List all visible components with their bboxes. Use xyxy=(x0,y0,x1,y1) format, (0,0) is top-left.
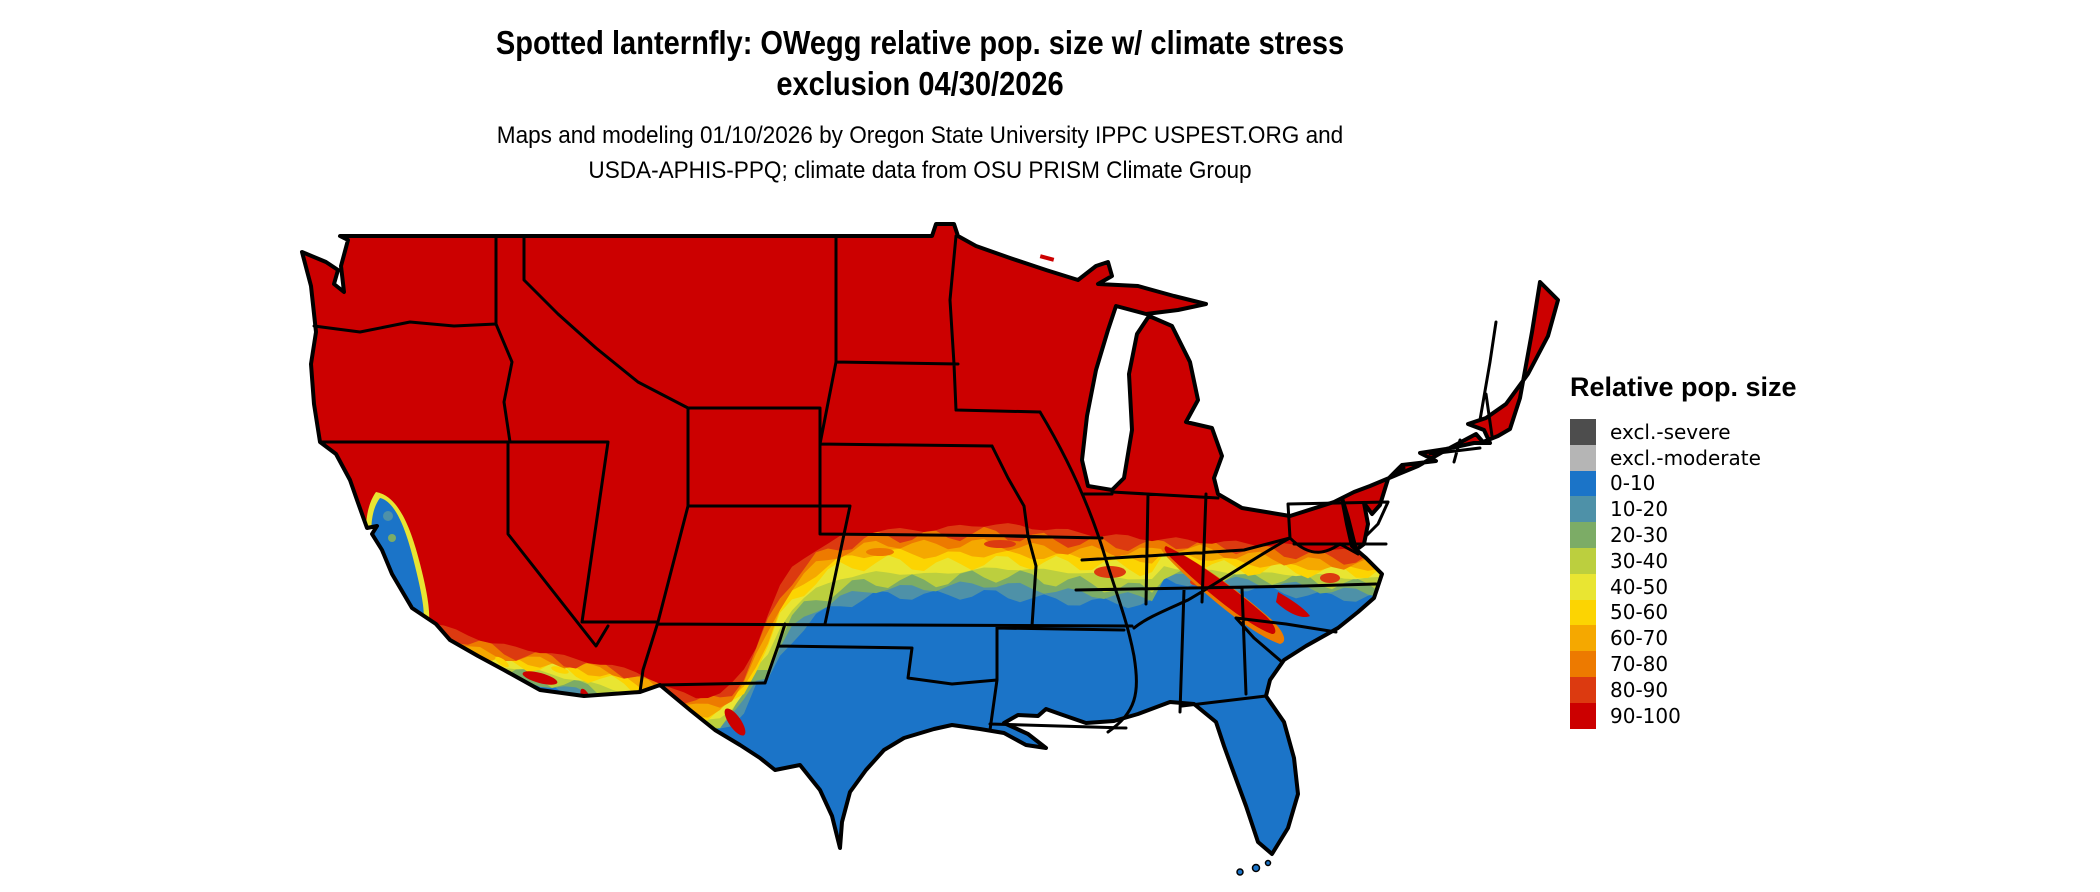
legend-label: 10-20 xyxy=(1610,497,1669,522)
legend-item: 50-60 xyxy=(1570,599,1870,626)
legend-title: Relative pop. size xyxy=(1570,372,1797,402)
sw-yellow-speck xyxy=(551,666,569,674)
florida-keys-dot xyxy=(1264,859,1272,867)
figure-subtitle: Maps and modeling 01/10/2026 by Oregon S… xyxy=(250,118,1590,188)
title-line-2: exclusion 04/30/2026 xyxy=(776,65,1064,102)
isle-royale-speck xyxy=(1039,254,1055,262)
legend-item: 40-50 xyxy=(1570,573,1870,600)
legend-label: 50-60 xyxy=(1610,600,1669,625)
florida-keys-dot xyxy=(1251,863,1261,873)
legend-label: 80-90 xyxy=(1610,677,1669,702)
legend-item: 70-80 xyxy=(1570,651,1870,677)
legend-swatch xyxy=(1570,676,1596,703)
legend-label: 0-10 xyxy=(1610,471,1656,496)
legend-label: 70-80 xyxy=(1610,652,1669,677)
subtitle-line-1: Maps and modeling 01/10/2026 by Oregon S… xyxy=(496,122,1344,149)
legend-swatch xyxy=(1570,651,1596,677)
legend-item: 20-30 xyxy=(1570,522,1870,548)
valley-teal-speck xyxy=(383,511,393,521)
state-borders xyxy=(312,234,1498,734)
legend-swatch xyxy=(1570,444,1596,471)
legend-item: 90-100 xyxy=(1570,702,1870,729)
legend-swatch xyxy=(1570,522,1596,548)
legend-swatch xyxy=(1570,702,1596,729)
florida-keys-dot xyxy=(1236,868,1244,876)
legend-label: 60-70 xyxy=(1610,626,1669,651)
sw-red-streak xyxy=(522,671,558,685)
legend-item: 80-90 xyxy=(1570,676,1870,703)
title-line-1: Spotted lanternfly: OWegg relative pop. … xyxy=(495,24,1345,61)
legend-label: 20-30 xyxy=(1610,523,1669,548)
band-mosaic-speck xyxy=(866,548,894,556)
blue-ridge-red-spur xyxy=(1276,592,1310,618)
legend-swatch xyxy=(1570,547,1596,574)
legend-item: 0-10 xyxy=(1570,470,1870,497)
map-fill-layers xyxy=(302,224,1558,854)
legend-item: excl.-severe xyxy=(1570,419,1870,445)
legend-swatch xyxy=(1570,599,1596,626)
sw-red-streak xyxy=(653,700,663,724)
legend-label: 90-100 xyxy=(1610,703,1681,728)
legend-swatch xyxy=(1570,573,1596,600)
map-legend: Relative pop. size excl.-severe excl.-mod… xyxy=(1570,372,1870,729)
legend-rows: excl.-severe excl.-moderate 0-10 10-20 20-30… xyxy=(1570,419,1870,729)
sw-red-streak xyxy=(724,708,746,736)
us-choropleth-map xyxy=(300,222,1560,876)
legend-swatch xyxy=(1570,419,1596,445)
valley-green-speck xyxy=(388,534,396,542)
legend-label: 30-40 xyxy=(1610,548,1669,573)
subtitle-line-2: USDA-APHIS-PPQ; climate data from OSU PR… xyxy=(588,157,1252,184)
legend-swatch xyxy=(1570,496,1596,523)
legend-item: 60-70 xyxy=(1570,625,1870,652)
legend-item: 30-40 xyxy=(1570,547,1870,574)
legend-item: 10-20 xyxy=(1570,496,1870,523)
central-valley-blue xyxy=(371,498,424,632)
legend-label: excl.-moderate xyxy=(1610,445,1761,470)
legend-label: excl.-severe xyxy=(1610,419,1731,444)
piedmont-red-blob xyxy=(1320,573,1340,583)
legend-label: 40-50 xyxy=(1610,574,1669,599)
appalachian-red-tongue xyxy=(1164,546,1276,634)
legend-item: excl.-moderate xyxy=(1570,444,1870,471)
figure-title: Spotted lanternfly: OWegg relative pop. … xyxy=(250,22,1590,104)
band-mosaic-speck xyxy=(984,540,1016,548)
sw-yellow-speck xyxy=(495,656,509,668)
legend-swatch xyxy=(1570,625,1596,652)
legend-swatch xyxy=(1570,470,1596,497)
